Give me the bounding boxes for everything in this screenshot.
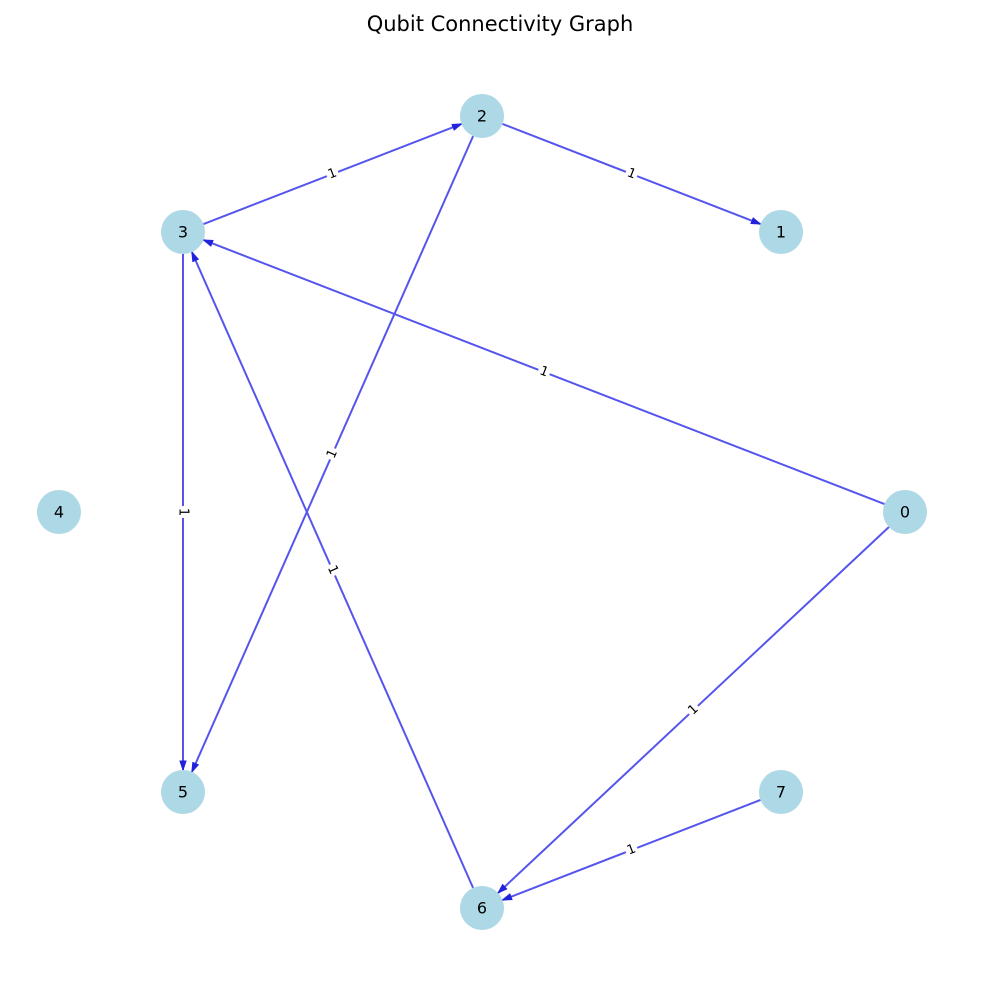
node-label: 5 [178,783,188,802]
edge-label-3-2: 1 [324,164,341,184]
edge-labels-layer: 1 1 1 1 1 1 1 1 [175,164,704,860]
edge-label-background [322,445,343,463]
edge-label-6-3: 1 [322,561,343,579]
arrow-head-icon [191,250,200,263]
node-0: 0 [883,490,927,534]
edge-label-background [623,164,640,184]
node-2: 2 [460,94,504,138]
arrow-head-icon [191,761,200,774]
node-circle [161,770,205,814]
node-circle [883,490,927,534]
node-label: 7 [776,783,786,802]
arrow-head-icon [496,883,508,895]
node-label: 2 [477,107,487,126]
arrow-head-icon [501,893,513,901]
arrow-head-icon [750,217,762,225]
arrow-head-icon [451,123,463,131]
node-circle [759,210,803,254]
edge-label-background [322,561,343,579]
node-circle [161,210,205,254]
edge-label-text: 1 [176,508,191,516]
edge-label-background [175,506,191,518]
edge-label-2-5: 1 [322,445,343,463]
edge-label-0-3: 1 [535,362,553,382]
edge-label-2-1: 1 [623,164,640,184]
arrow-head-icon [179,760,187,772]
edge-label-background [683,700,704,720]
node-circle [37,490,81,534]
node-7: 7 [759,770,803,814]
edge-label-background [324,164,341,184]
nodes-layer: 0 1 2 3 4 5 6 7 [37,94,927,930]
node-circle [460,94,504,138]
node-label: 1 [776,223,786,242]
node-6: 6 [460,886,504,930]
node-1: 1 [759,210,803,254]
node-3: 3 [161,210,205,254]
node-5: 5 [161,770,205,814]
node-label: 0 [900,503,910,522]
node-circle [460,886,504,930]
edge-label-background [535,362,553,382]
node-4: 4 [37,490,81,534]
node-circle [759,770,803,814]
edge-label-background [623,840,640,860]
edge-label-3-5: 1 [175,506,191,518]
arrow-head-icon [202,239,214,247]
node-label: 6 [477,899,487,918]
graph-title: Qubit Connectivity Graph [367,12,634,36]
edge-label-7-6: 1 [623,840,640,860]
edge-label-0-6: 1 [683,700,704,720]
node-label: 3 [178,223,188,242]
node-label: 4 [54,503,64,522]
